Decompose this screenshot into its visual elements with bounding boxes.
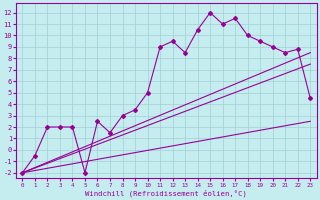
X-axis label: Windchill (Refroidissement éolien,°C): Windchill (Refroidissement éolien,°C) [85,189,247,197]
